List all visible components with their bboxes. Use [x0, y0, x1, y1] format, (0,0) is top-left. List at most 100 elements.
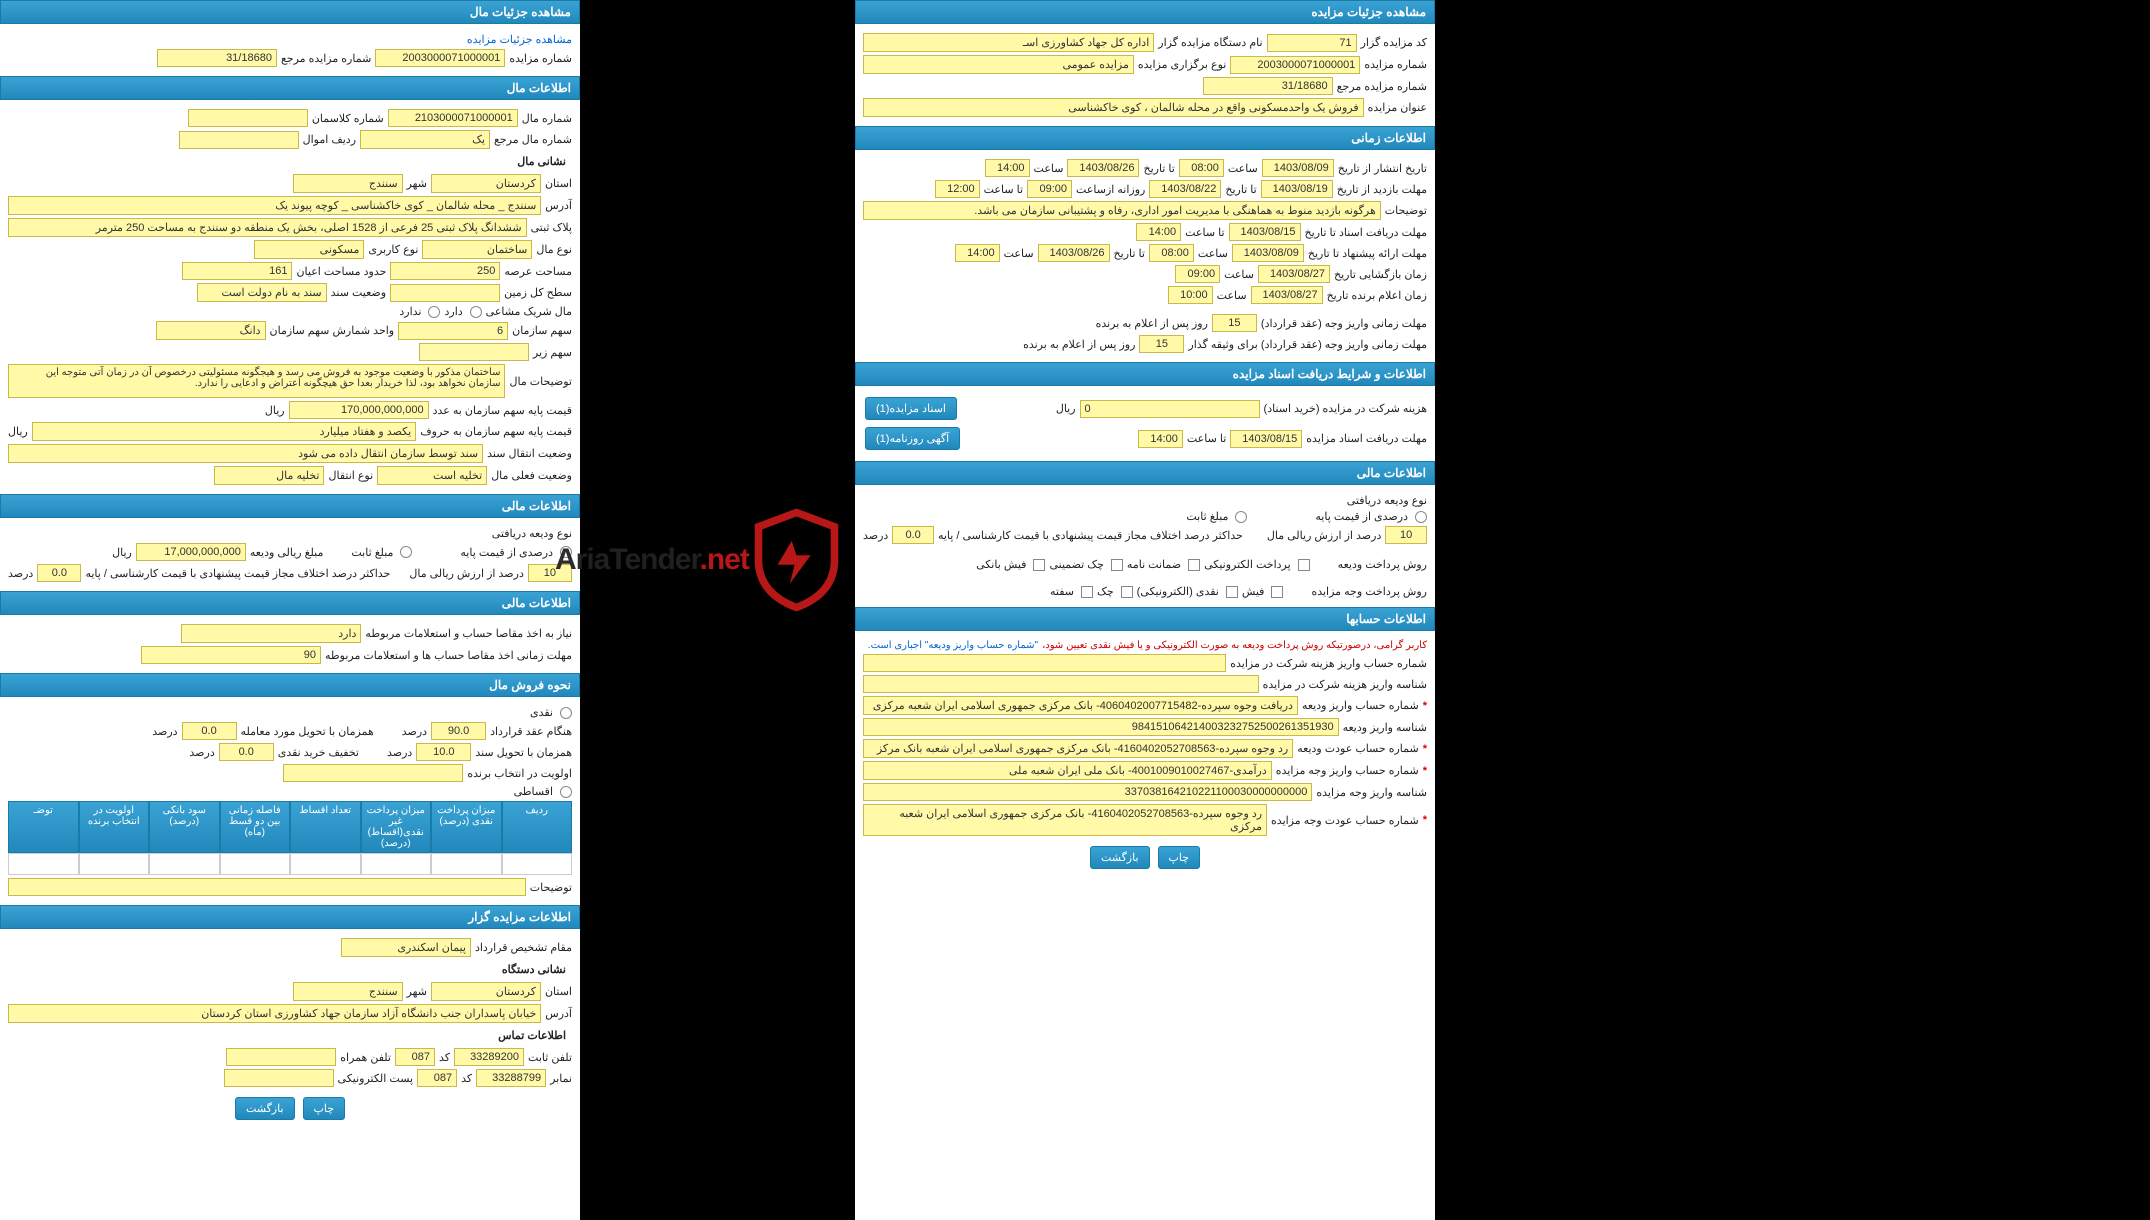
radio-percent[interactable] — [1415, 511, 1427, 523]
back-button-2[interactable]: بازگشت — [235, 1097, 295, 1120]
l: تا تاریخ — [1143, 162, 1174, 175]
f: 337038164210221100030000000000 — [863, 783, 1312, 801]
l: چک تضمینی — [1049, 558, 1103, 571]
l: شماره مال مرجع — [494, 133, 572, 146]
radio-has[interactable] — [470, 306, 482, 318]
cb-p1[interactable] — [1271, 586, 1283, 598]
l: نقدی — [530, 706, 553, 719]
f: 0 — [1080, 400, 1260, 418]
l: ندارد — [399, 305, 421, 318]
td — [361, 853, 432, 875]
l: شماره حساب واریز هزینه شرکت در مزایده — [1230, 657, 1427, 670]
th: میزان پرداخت غیر نقدی(اقساط) (درصد) — [361, 801, 432, 853]
cb-p2[interactable] — [1226, 586, 1238, 598]
l: اقساطی — [514, 785, 553, 798]
l: آدرس — [545, 1007, 572, 1020]
cb-m1[interactable] — [1298, 559, 1310, 571]
l: ساعت — [1198, 247, 1228, 260]
l: کد — [439, 1051, 450, 1064]
l: شماره حساب عودت وجه مزایده — [1271, 814, 1419, 827]
l: تا ساعت — [1185, 226, 1224, 239]
docs-button[interactable]: اسناد مزایده(1) — [865, 397, 957, 420]
radio-fixed[interactable] — [1235, 511, 1247, 523]
l: ریال — [1056, 402, 1076, 415]
cb-p4[interactable] — [1081, 586, 1093, 598]
l: ساعت — [1004, 247, 1034, 260]
accounts-note: کاربر گرامی، درصورتیکه روش پرداخت ودیعه … — [1042, 640, 1427, 651]
f: 1403/08/15 — [1230, 430, 1302, 448]
newspaper-button[interactable]: آگهی روزنامه(1) — [865, 427, 960, 450]
td — [79, 853, 150, 875]
f: سنندج — [293, 982, 403, 1001]
label-ref-no: شماره مزایده مرجع — [1337, 80, 1427, 93]
l: شماره مزایده — [509, 52, 572, 65]
f: رد وجوه سپرده-4160402052708563- بانک مرک… — [863, 739, 1293, 758]
l: حدود مساحت اعیان — [296, 265, 386, 278]
l: مهلت ارائه پیشنهاد تا تاریخ — [1308, 247, 1427, 260]
org-body: مقام تشخیص قرارداد پیمان اسکندری نشانی د… — [0, 929, 580, 1131]
l: نوع مال — [536, 243, 572, 256]
l: زمان اعلام برنده تاریخ — [1327, 289, 1427, 302]
l: هنگام عقد قرارداد — [490, 725, 572, 738]
section-header-finance: اطلاعات مالی — [855, 461, 1435, 485]
f: 087 — [417, 1069, 457, 1087]
radio-hasnt[interactable] — [428, 306, 440, 318]
l: مساحت عرصه — [504, 265, 572, 278]
f — [226, 1048, 336, 1066]
print-button-2[interactable]: چاپ — [303, 1097, 346, 1120]
cb-m4[interactable] — [1033, 559, 1045, 571]
f: مسکونی — [254, 240, 364, 259]
f: 1403/08/22 — [1149, 180, 1221, 198]
l: توضیحات — [1385, 204, 1427, 217]
f: 1403/08/26 — [1038, 244, 1110, 262]
sale-body: نقدی هنگام عقد قرارداد 90.0 درصد همزمان … — [0, 697, 580, 905]
view-auction-link[interactable]: مشاهده جزئیات مزایده — [467, 33, 572, 46]
section-header-docs: اطلاعات و شرایط دریافت اسناد مزایده — [855, 362, 1435, 386]
f: دارد — [181, 624, 361, 643]
l: نیاز به اخذ مقاصا حساب و استعلامات مربوط… — [365, 627, 572, 640]
back-button[interactable]: بازگشت — [1090, 846, 1150, 869]
f: 90.0 — [431, 722, 486, 740]
l: چک — [1097, 585, 1114, 598]
docs-body: هزینه شرکت در مزایده (خرید اسناد) 0 ریال… — [855, 386, 1435, 461]
f: 33288799 — [476, 1069, 546, 1087]
radio-installment[interactable] — [560, 786, 572, 798]
l: شناسه واریز وجه مزایده — [1316, 786, 1427, 799]
f: ساختمان مذکور با وضعیت موجود به فروش می … — [8, 364, 505, 398]
l: کد — [461, 1072, 472, 1085]
l: سطح کل زمین — [504, 286, 572, 299]
l: روز پس از اعلام به برنده — [1023, 338, 1135, 351]
finance2-body: نوع ودیعه دریافتی درصدی از قیمت پایه مبل… — [0, 518, 580, 591]
f: 984151064214003232752500261351930 — [863, 718, 1339, 736]
f: 170,000,000,000 — [289, 401, 429, 419]
f: یک — [360, 130, 490, 149]
f: 0.0 — [219, 743, 274, 761]
cb-m2[interactable] — [1188, 559, 1200, 571]
shield-icon — [749, 505, 844, 615]
l: مال شریک مشاعی — [486, 305, 572, 318]
l: مهلت دریافت اسناد مزایده — [1306, 432, 1427, 445]
f — [863, 654, 1226, 672]
l: روزانه ازساعت — [1076, 183, 1145, 196]
td — [431, 853, 502, 875]
cb-m3[interactable] — [1111, 559, 1123, 571]
installment-table-head: ردیف میزان پرداخت نقدی (درصد) میزان پردا… — [8, 801, 572, 853]
l: مهلت بازدید از تاریخ — [1337, 183, 1427, 196]
star: * — [1423, 743, 1427, 755]
l: نوع کاربری — [368, 243, 418, 256]
td — [149, 853, 220, 875]
l: درصد — [8, 567, 33, 580]
l: درصد از ارزش ریالی مال — [409, 567, 524, 580]
l: وضعیت فعلی مال — [491, 469, 572, 482]
f — [283, 764, 463, 782]
cb-p3[interactable] — [1121, 586, 1133, 598]
l: پلاک ثبتی — [531, 221, 572, 234]
l: تلفن همراه — [340, 1051, 391, 1064]
f: درآمدی-4001009010027467- بانک ملی ایران … — [863, 761, 1272, 780]
radio-fixed2[interactable] — [400, 546, 412, 558]
finance3-body: نیاز به اخذ مقاصا حساب و استعلامات مربوط… — [0, 615, 580, 673]
field-auction-type: مزایده عمومی — [863, 55, 1134, 74]
f: 6 — [398, 322, 508, 340]
radio-cash[interactable] — [560, 707, 572, 719]
print-button[interactable]: چاپ — [1158, 846, 1201, 869]
